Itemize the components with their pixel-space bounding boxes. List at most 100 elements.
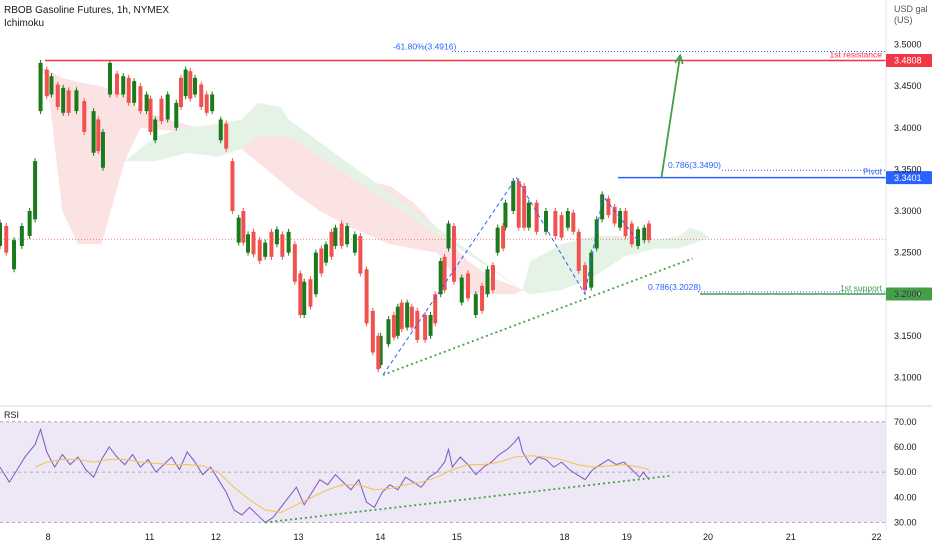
candle-body [490, 265, 495, 291]
candle-body [61, 87, 66, 113]
candle-bull [12, 237, 17, 273]
candle-bear [204, 91, 209, 116]
candle-body [395, 306, 400, 336]
candle-bull [589, 249, 594, 291]
candle-bear [606, 195, 611, 219]
candle-body [339, 223, 344, 246]
candle-bull [636, 226, 641, 249]
candle-body [138, 86, 143, 112]
candle-body [386, 319, 391, 345]
candle-body [473, 294, 478, 316]
candle-bear [423, 312, 428, 343]
rsi-tick-label: 60.00 [894, 442, 917, 452]
candle-body [544, 211, 548, 232]
rsi-line [0, 427, 650, 524]
rsi-ma-line [34, 455, 650, 513]
candle-body [409, 306, 414, 328]
candle-body [553, 211, 558, 236]
symbol-title[interactable]: RBOB Gasoline Futures, 1h, NYMEX [4, 5, 170, 16]
candle-bull [0, 219, 2, 249]
candle-bear [251, 228, 256, 258]
drawings[interactable]: 1st resistance Pivot 1st support -61.80%(3.… [45, 42, 886, 376]
candle-bear [188, 68, 193, 102]
candle-bear [490, 262, 495, 294]
candle-bull [526, 199, 531, 231]
candle-body [204, 94, 209, 113]
indicator-label[interactable]: Ichimoku [4, 18, 45, 29]
rsi-panel-label[interactable]: RSI [4, 410, 20, 420]
candle-body [576, 231, 581, 271]
candle-bear [364, 266, 369, 327]
candle-bull [618, 208, 623, 231]
candle-bear [612, 203, 617, 227]
candle-bull [495, 224, 500, 256]
price-tick-label: 3.1500 [894, 331, 922, 341]
candle-body [646, 223, 651, 241]
candle-bull [324, 241, 329, 266]
candle-bear [571, 209, 576, 235]
candle-body [82, 101, 87, 132]
candle-body [174, 102, 179, 128]
price-tick-label: 3.4500 [894, 81, 922, 91]
candle-bear [319, 245, 324, 277]
candle-bull [386, 316, 391, 348]
candle-bear [329, 228, 334, 260]
candle-bear [126, 74, 131, 106]
candle-body [165, 94, 170, 120]
ascending-trendline [382, 257, 693, 376]
candle-bear [4, 222, 9, 256]
candle-bull [302, 278, 307, 319]
swing-pattern-line [382, 176, 640, 376]
candle-body [210, 94, 215, 112]
candle-body [594, 219, 599, 249]
resistance-price-tag: 3.4808 [886, 54, 932, 68]
candle-body [428, 315, 433, 336]
candle-body [126, 77, 131, 103]
candle-bull [38, 59, 43, 115]
candle-bear [583, 262, 587, 294]
candle-bull [594, 216, 599, 252]
candle-body [199, 84, 204, 107]
price-tick-label: 3.3000 [894, 206, 922, 216]
candle-bull [405, 299, 410, 331]
candle-body [485, 269, 490, 295]
candle-body [333, 227, 338, 246]
candle-body [38, 62, 43, 112]
candle-body [159, 98, 164, 122]
candle-body [495, 227, 500, 253]
candle-bull [600, 191, 605, 223]
candle-bull [174, 99, 179, 131]
candle-body [466, 273, 470, 299]
candle-body [571, 212, 576, 232]
candle-body [522, 186, 527, 228]
candle-body [378, 335, 383, 365]
candle-body [115, 73, 119, 95]
candle-body [589, 252, 594, 288]
candle-bear [534, 199, 539, 235]
ichimoku-cloud [35, 64, 710, 295]
pivot-price-tag: 3.3401 [886, 171, 932, 185]
time-tick-label: 11 [145, 532, 154, 542]
candle-bear [230, 158, 235, 215]
candle-bull [183, 66, 188, 100]
candle-bear [358, 232, 363, 277]
candle-body [446, 223, 451, 249]
candle-bear [376, 332, 381, 373]
candle-body [27, 211, 32, 236]
candle-body [324, 244, 329, 263]
candle-body [241, 211, 246, 243]
candle-body [459, 277, 464, 303]
candle-body [559, 215, 564, 238]
price-tick-label: 3.5000 [894, 40, 922, 50]
candle-body [501, 225, 506, 249]
candle-body [451, 225, 456, 282]
candle-body [302, 281, 307, 316]
candle-body [91, 111, 96, 153]
rsi-tick-label: 50.00 [894, 467, 917, 477]
candle-bear [257, 237, 262, 264]
candle-body [352, 234, 357, 253]
candle-body [274, 229, 279, 245]
candle-bear [553, 208, 558, 239]
candle-bull [459, 274, 464, 306]
